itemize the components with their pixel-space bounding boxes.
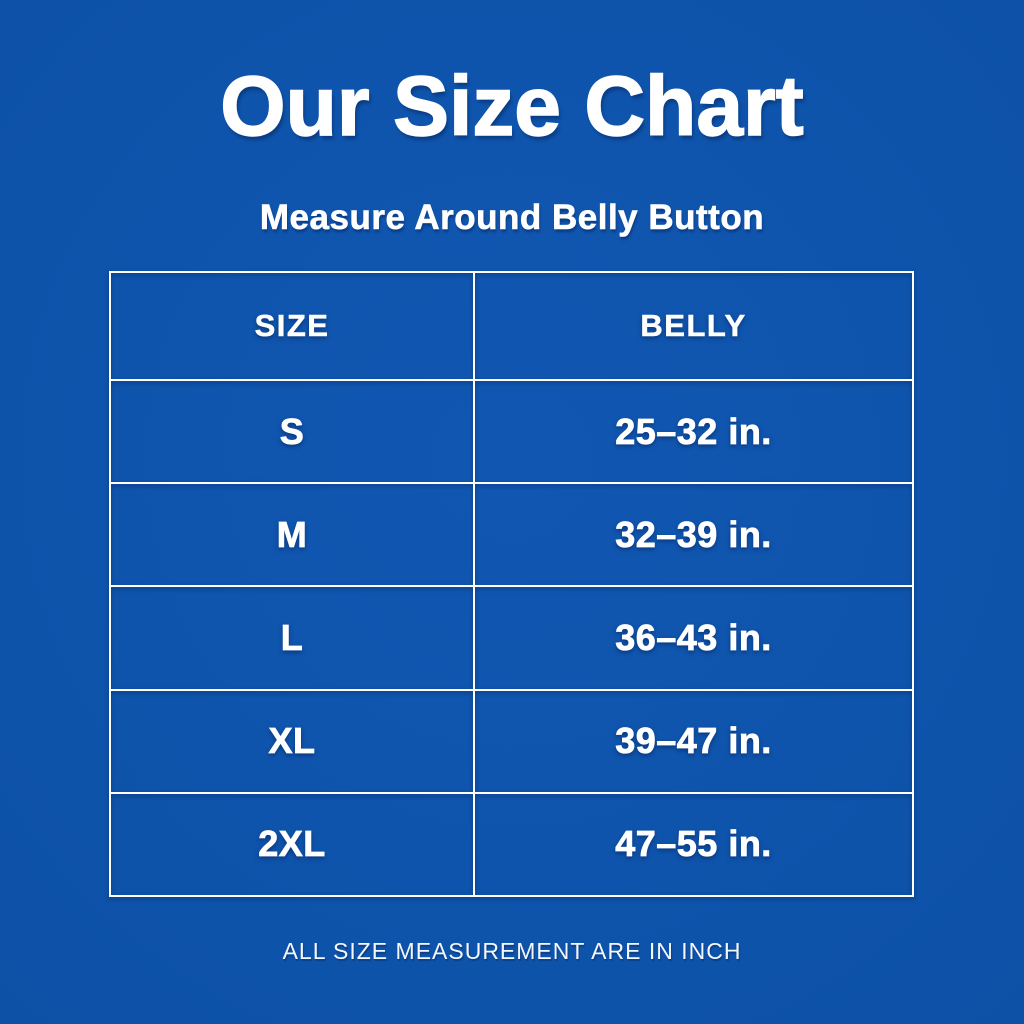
belly-cell-xl: 39–47 in. [473, 688, 912, 792]
belly-cell-l: 36–43 in. [473, 585, 912, 689]
belly-cell-s: 25–32 in. [473, 379, 912, 483]
size-cell-xl: XL [111, 688, 474, 792]
column-header-belly: BELLY [473, 273, 912, 379]
belly-cell-m: 32–39 in. [473, 482, 912, 586]
page-title: Our Size Chart [220, 58, 805, 154]
footnote: ALL SIZE MEASUREMENT ARE IN INCH [282, 938, 742, 964]
size-cell-2xl: 2XL [111, 791, 474, 895]
size-cell-m: M [111, 482, 474, 585]
size-table: SIZE BELLY S 25–32 in. M 32–39 in. L 36–… [109, 271, 914, 897]
size-cell-l: L [111, 585, 474, 688]
column-header-size: SIZE [254, 308, 330, 344]
size-cell-s: S [111, 379, 474, 482]
page-subtitle: Measure Around Belly Button [259, 198, 765, 238]
belly-cell-2xl: 47–55 in. [473, 791, 912, 895]
